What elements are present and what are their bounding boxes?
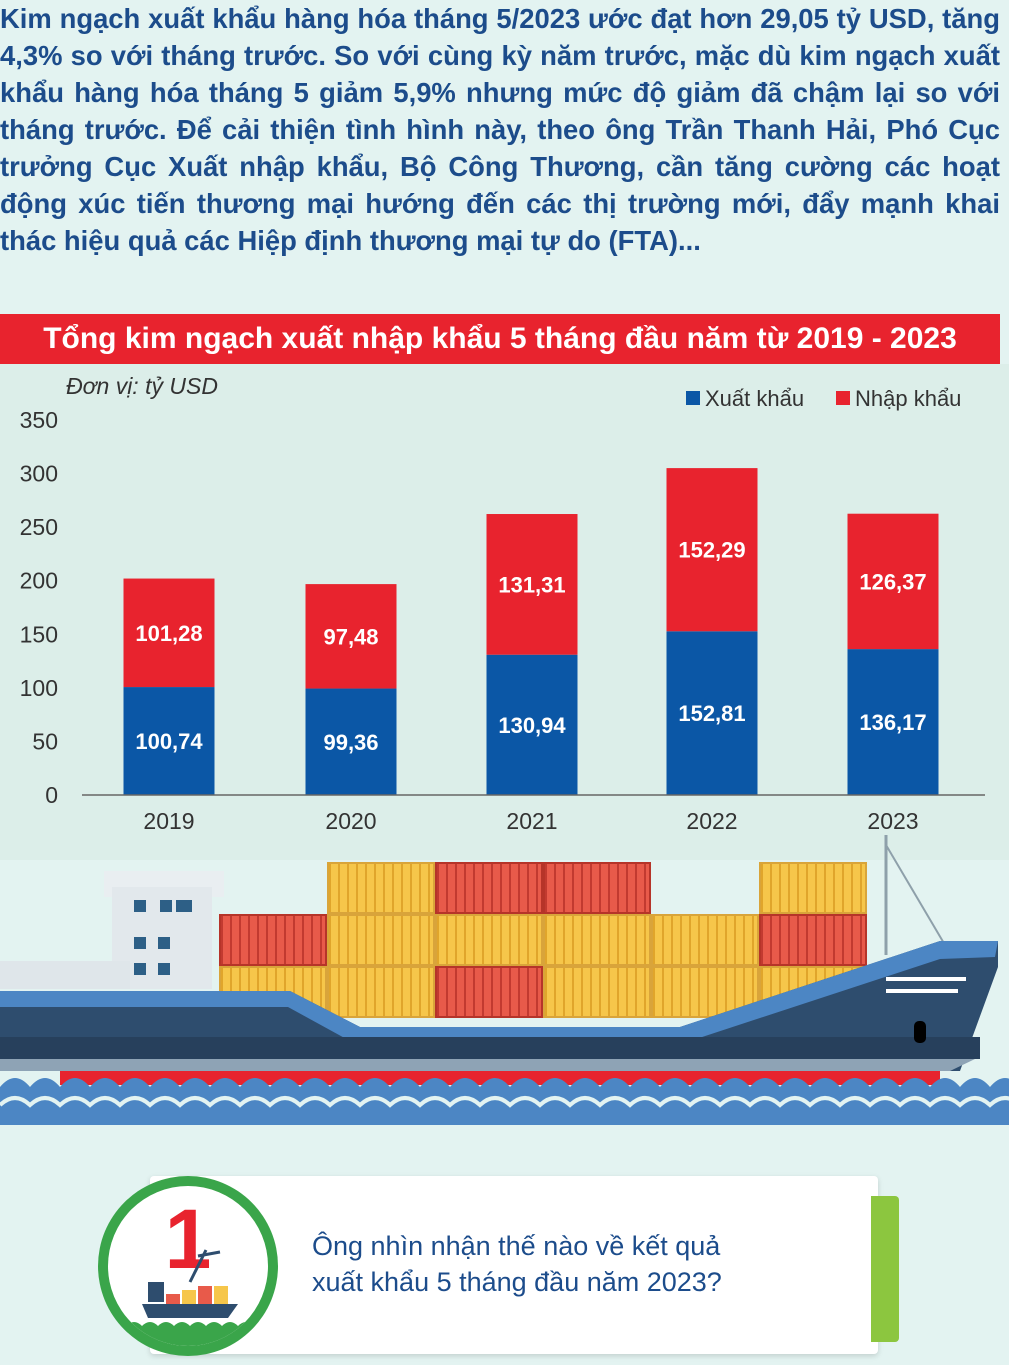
- intro-paragraph: Kim ngạch xuất khẩu hàng hóa tháng 5/202…: [0, 3, 1000, 256]
- y-tick-label: 200: [20, 568, 58, 594]
- legend-swatch: [686, 391, 700, 405]
- bars-group: 100,74 101,28 99,36 97,48 130,94 131,31 152,81…: [123, 468, 939, 795]
- question-number-badge: 1: [98, 1176, 278, 1356]
- bar-export-2019: [123, 687, 215, 795]
- unit-label: Đơn vị: tỷ USD: [66, 373, 218, 399]
- badge-inner-circle: 1: [108, 1186, 268, 1346]
- bar-value-label: 97,48: [323, 624, 378, 649]
- question-card-accent-bar: [871, 1196, 899, 1342]
- bar-value-label: 101,28: [135, 621, 202, 646]
- y-axis: 0 50 100 150 200 250 300 350: [20, 407, 58, 808]
- ship-icon: [126, 1249, 254, 1346]
- y-tick-label: 350: [20, 407, 58, 433]
- bar-value-label: 100,74: [135, 729, 203, 754]
- y-tick-label: 300: [20, 461, 58, 487]
- x-tick-label: 2021: [506, 808, 557, 834]
- bar-export-2023: [847, 649, 939, 795]
- cargo-ship-illustration: [0, 835, 1009, 1125]
- chart-area: Đơn vị: tỷ USD Xuất khẩu Nhập khẩu 0 50 100…: [0, 364, 1009, 860]
- y-tick-label: 50: [32, 728, 58, 754]
- bar-value-label: 131,31: [498, 572, 565, 597]
- bar-export-2022: [666, 631, 758, 795]
- y-tick-label: 0: [45, 782, 58, 808]
- x-tick-label: 2019: [143, 808, 194, 834]
- chart-title-banner: Tổng kim ngạch xuất nhập khẩu 5 tháng đầ…: [0, 314, 1000, 364]
- question-line-1: Ông nhìn nhận thế nào về kết quả: [312, 1231, 721, 1261]
- y-tick-label: 100: [20, 675, 58, 701]
- bar-value-label: 152,81: [678, 701, 745, 726]
- bar-value-label: 126,37: [859, 569, 926, 594]
- legend: Xuất khẩu Nhập khẩu: [686, 386, 961, 411]
- stacked-bar-chart: Đơn vị: tỷ USD Xuất khẩu Nhập khẩu 0 50 100…: [20, 373, 985, 834]
- question-line-2: xuất khẩu 5 tháng đầu năm 2023?: [312, 1267, 722, 1297]
- bar-value-label: 152,29: [678, 538, 745, 563]
- bar-import-2021: [486, 514, 578, 655]
- x-tick-label: 2022: [686, 808, 737, 834]
- legend-swatch: [836, 391, 850, 405]
- x-tick-label: 2023: [867, 808, 918, 834]
- bar-import-2022: [666, 468, 758, 632]
- bar-import-2019: [123, 578, 215, 688]
- bar-value-label: 136,17: [859, 710, 926, 735]
- bar-import-2023: [847, 513, 939, 650]
- bar-export-2021: [486, 654, 578, 795]
- legend-label: Nhập khẩu: [855, 386, 961, 411]
- y-tick-label: 150: [20, 621, 58, 647]
- question-text: Ông nhìn nhận thế nào về kết quả xuất kh…: [312, 1228, 852, 1300]
- x-tick-label: 2020: [325, 808, 376, 834]
- bar-value-label: 130,94: [498, 713, 566, 738]
- bar-value-label: 99,36: [323, 730, 378, 755]
- x-axis: 2019 2020 2021 2022 2023: [82, 794, 985, 834]
- bar-import-2020: [305, 584, 397, 689]
- question-number: 1: [164, 1192, 212, 1286]
- bar-export-2020: [305, 688, 397, 795]
- y-tick-label: 250: [20, 514, 58, 540]
- legend-label: Xuất khẩu: [705, 386, 804, 411]
